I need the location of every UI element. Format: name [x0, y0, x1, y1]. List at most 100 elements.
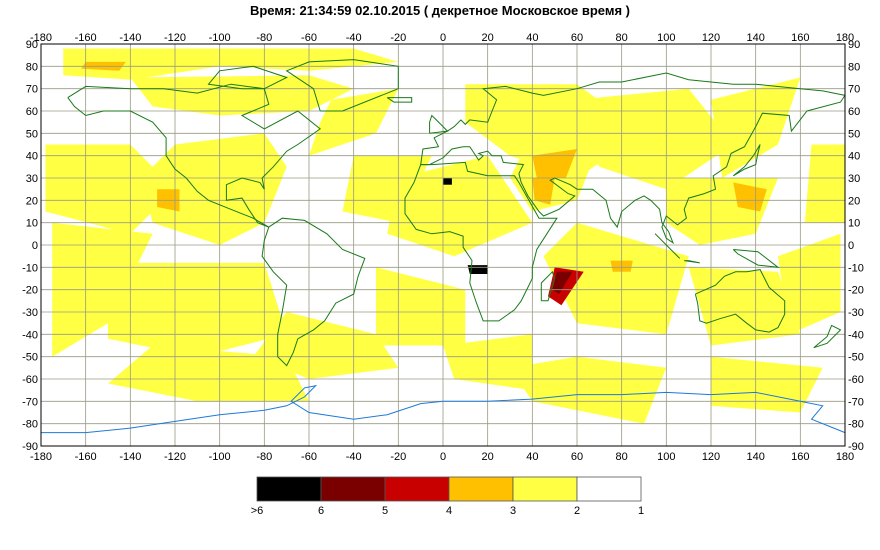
x-tick-top: -60 [301, 32, 317, 44]
intensity-region [510, 356, 667, 424]
x-tick-bottom: -40 [346, 451, 362, 463]
legend-label: 5 [382, 505, 388, 517]
y-tick-left: 50 [26, 128, 38, 140]
coastline [654, 233, 681, 259]
y-tick-left: 20 [26, 195, 38, 207]
y-tick-right: -30 [848, 307, 864, 319]
legend-label: 1 [638, 505, 644, 517]
coastline [67, 83, 322, 228]
y-tick-left: -30 [22, 307, 38, 319]
intensity-regions [45, 48, 845, 424]
coastline [207, 65, 289, 90]
legend-swatch [320, 476, 386, 502]
intensity-region [45, 144, 175, 234]
y-tick-left: -90 [22, 441, 38, 453]
y-tick-left: -20 [22, 285, 38, 297]
coastline [386, 97, 413, 103]
y-tick-left: 30 [26, 173, 38, 185]
y-tick-left: -80 [22, 419, 38, 431]
x-tick-top: 0 [440, 32, 446, 44]
y-tick-left: -60 [22, 374, 38, 386]
x-tick-bottom: -160 [75, 451, 97, 463]
intensity-region [108, 345, 309, 402]
y-tick-right: -80 [848, 419, 864, 431]
coastline [285, 59, 399, 112]
y-tick-right: 10 [848, 218, 860, 230]
x-tick-bottom: -100 [209, 451, 231, 463]
intensity-region [543, 222, 689, 335]
legend-swatch [512, 476, 578, 502]
x-tick-bottom: 80 [616, 451, 628, 463]
y-tick-left: -50 [22, 352, 38, 364]
y-tick-right: 0 [848, 240, 854, 252]
x-tick-top: 120 [702, 32, 720, 44]
x-tick-top: -100 [209, 32, 231, 44]
antarctic-coastline [41, 384, 846, 434]
axis-ticks: -180-180-160-160-140-140-120-120-100-100… [22, 32, 864, 463]
y-tick-right: -90 [848, 441, 864, 453]
legend-swatch [256, 476, 322, 502]
intensity-region [342, 155, 432, 223]
y-tick-right: -10 [848, 262, 864, 274]
x-tick-top: -80 [256, 32, 272, 44]
intensity-region [130, 75, 354, 116]
y-tick-right: -60 [848, 374, 864, 386]
intensity-region [532, 178, 555, 205]
y-tick-right: -50 [848, 352, 864, 364]
legend-label: 3 [510, 505, 516, 517]
legend-swatch [448, 476, 514, 502]
x-tick-bottom: 180 [836, 451, 854, 463]
y-tick-left: 40 [26, 151, 38, 163]
intensity-region [532, 149, 577, 178]
legend-swatch [384, 476, 450, 502]
y-tick-right: 50 [848, 128, 860, 140]
y-tick-left: 0 [32, 240, 38, 252]
coastlines [41, 59, 846, 434]
y-tick-right: 70 [848, 84, 860, 96]
intensity-region [688, 267, 801, 346]
x-tick-bottom: 100 [657, 451, 675, 463]
x-tick-bottom: 40 [526, 451, 538, 463]
map-frame [40, 43, 846, 447]
legend-label: 6 [318, 505, 324, 517]
y-tick-right: 40 [848, 151, 860, 163]
y-tick-right: -70 [848, 396, 864, 408]
x-tick-bottom: 0 [440, 451, 446, 463]
coastline [684, 260, 700, 264]
y-tick-left: 10 [26, 218, 38, 230]
intensity-region [778, 233, 841, 335]
x-tick-bottom: -60 [301, 451, 317, 463]
coastline [732, 249, 780, 268]
y-tick-right: 30 [848, 173, 860, 185]
x-tick-top: 80 [616, 32, 628, 44]
coastline [420, 72, 846, 245]
x-tick-top: -40 [346, 32, 362, 44]
y-tick-left: 60 [26, 106, 38, 118]
legend-label: >6 [251, 505, 264, 517]
y-tick-left: 90 [26, 39, 38, 51]
intensity-region [711, 356, 823, 413]
x-tick-top: 140 [746, 32, 764, 44]
x-tick-top: -120 [164, 32, 186, 44]
x-tick-top: -180 [30, 32, 52, 44]
coastline [694, 269, 786, 333]
y-tick-right: 80 [848, 61, 860, 73]
intensity-region [443, 178, 452, 185]
y-tick-right: 20 [848, 195, 860, 207]
x-tick-bottom: 160 [791, 451, 809, 463]
y-tick-right: -40 [848, 329, 864, 341]
x-tick-top: -160 [75, 32, 97, 44]
x-tick-bottom: 60 [571, 451, 583, 463]
y-tick-right: 90 [848, 39, 860, 51]
x-tick-bottom: 140 [746, 451, 764, 463]
legend: >6 6 5 4 3 2 1 [251, 476, 644, 517]
intensity-region [577, 88, 734, 190]
intensity-region [552, 271, 573, 295]
x-tick-bottom: -180 [30, 451, 52, 463]
y-tick-left: -10 [22, 262, 38, 274]
coastline [813, 324, 842, 349]
x-tick-bottom: -20 [390, 451, 406, 463]
x-tick-top: -140 [119, 32, 141, 44]
intensity-region [733, 182, 767, 212]
